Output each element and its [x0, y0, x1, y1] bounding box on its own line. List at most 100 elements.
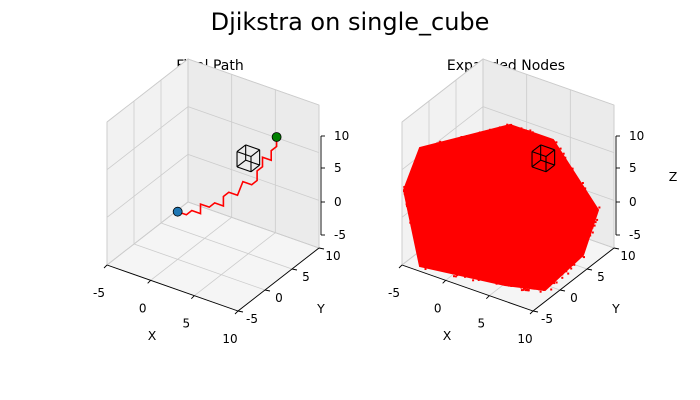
expanded-node [528, 132, 531, 135]
expanded-node [555, 281, 558, 284]
obstacle-cube-edge [545, 164, 555, 173]
y-tick-label: 10 [620, 249, 635, 263]
expanded-node [452, 272, 455, 274]
obstacle-cube-edge [531, 166, 547, 173]
grid-line [106, 58, 189, 123]
expanded-node [498, 126, 501, 129]
expanded-node [584, 190, 587, 193]
expanded-node [415, 166, 418, 169]
x-tick [147, 280, 151, 284]
expanded-node [489, 128, 491, 131]
expanded-node [581, 182, 584, 184]
expanded-node [524, 285, 527, 288]
expanded-node [478, 131, 481, 134]
expanded-node [522, 130, 525, 133]
expanded-node [534, 135, 537, 138]
expanded-node [550, 140, 553, 143]
expanded-node [561, 273, 564, 276]
expanded-node [504, 283, 507, 286]
expanded-node [555, 141, 558, 144]
expanded-node [405, 182, 408, 185]
expanded-node [456, 274, 459, 277]
expanded-node [436, 142, 439, 145]
x-tick [529, 310, 534, 315]
obstacle-cube-edge [540, 144, 555, 151]
expanded-node [425, 148, 427, 151]
expanded-node [531, 131, 534, 134]
expanded-node [472, 134, 475, 137]
expanded-node [453, 275, 455, 278]
expanded-node [520, 127, 523, 130]
expanded-node [589, 234, 592, 237]
z-tick-label: 0 [334, 195, 342, 209]
expanded-node [510, 123, 513, 126]
expanded-node [510, 285, 513, 287]
expanded-node [412, 167, 415, 170]
grid-line [106, 154, 189, 218]
expanded-node [526, 289, 529, 292]
expanded-node [467, 136, 470, 139]
y-tick-label: 10 [325, 249, 340, 263]
obstacle-cube-edge [245, 144, 260, 151]
obstacle-cube-edge [250, 149, 260, 157]
obstacle-cube-edge [236, 159, 247, 168]
expanded-node [405, 184, 408, 187]
z-tick-label: -5 [334, 228, 346, 242]
x-tick-label: -5 [388, 286, 400, 300]
expanded-node [465, 135, 468, 137]
y-tick [613, 247, 620, 250]
grid-line [106, 106, 189, 170]
expanded-node [591, 231, 594, 234]
x-tick-label: 5 [478, 317, 486, 331]
final-path-y-label: Y [316, 301, 325, 316]
expanded-node [564, 156, 567, 159]
final-path-x-label: X [148, 328, 157, 343]
expanded-node [529, 129, 532, 132]
expanded-node [570, 267, 573, 270]
expanded-node [542, 288, 545, 291]
expanded-nodes-y-label: Y [611, 301, 620, 316]
grid-line [482, 106, 615, 154]
grid-line [187, 153, 320, 201]
y-axis-line [237, 247, 320, 312]
expanded-node [596, 218, 599, 221]
expanded-node [553, 282, 556, 285]
expanded-node [559, 147, 562, 150]
path-line [177, 137, 278, 216]
expanded-node [418, 154, 421, 157]
expanded-node [408, 211, 411, 214]
expanded-node [424, 146, 427, 149]
expanded-node [495, 282, 498, 285]
expanded-node [503, 128, 506, 131]
expanded-node [592, 204, 595, 207]
expanded-node [591, 226, 594, 229]
x-tick-label: 10 [222, 332, 237, 346]
expanded-node [552, 140, 555, 143]
expanded-node [583, 256, 585, 259]
y-tick [532, 310, 539, 313]
expanded-node [475, 276, 478, 279]
expanded-node [526, 130, 529, 133]
x-tick-label: 0 [434, 301, 442, 315]
expanded-node [410, 224, 413, 227]
expanded-node [410, 173, 413, 176]
grid-line [482, 58, 615, 106]
expanded-node [531, 287, 534, 290]
obstacle-cube-edge [545, 149, 555, 157]
expanded-node [409, 213, 412, 215]
expanded-node [515, 127, 518, 130]
expanded-node [476, 132, 479, 135]
grid-line [187, 106, 320, 154]
grid-line [150, 217, 232, 281]
y-tick [586, 268, 593, 271]
expanded-node [495, 128, 498, 131]
y-tick [318, 247, 325, 250]
expanded-node [520, 286, 523, 289]
y-tick [264, 289, 271, 292]
expanded-node [565, 270, 568, 273]
expanded-node [421, 148, 424, 151]
y-tick-label: 0 [275, 291, 283, 305]
